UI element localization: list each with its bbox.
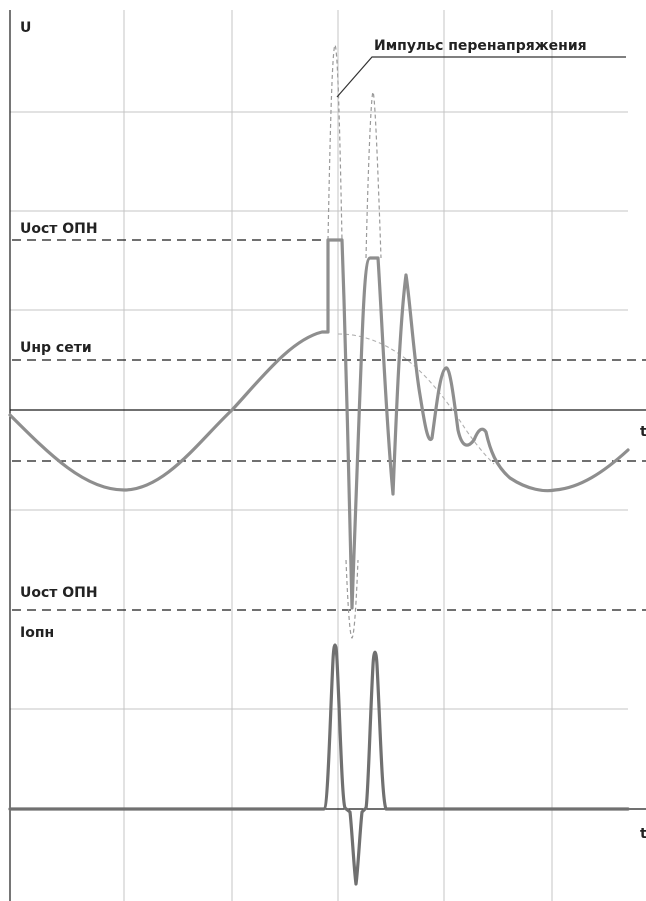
uost-top-label: Uост ОПН: [20, 221, 98, 237]
impulse-negative-dip: [345, 559, 359, 639]
unr-label: Uнр сети: [20, 340, 92, 356]
grid: [10, 10, 628, 901]
impulse-spikes-dashed: [327, 43, 382, 639]
iopn-label: Iопн: [20, 625, 54, 641]
original-sine-dashed: [337, 333, 495, 465]
x-axis-label-current: t: [640, 826, 646, 842]
annotation-label: Импульс перенапряжения: [374, 38, 587, 54]
x-axis-label-voltage: t: [640, 424, 646, 440]
impulse-spike-1: [327, 43, 343, 241]
uost-bottom-label: Uост ОПН: [20, 585, 98, 601]
voltage-signal-curve: [8, 238, 630, 610]
level-lines: [12, 239, 646, 611]
arrester-current-curve: [8, 643, 630, 886]
annotation-leader-line: [336, 56, 626, 98]
y-axis-label: U: [20, 20, 31, 36]
